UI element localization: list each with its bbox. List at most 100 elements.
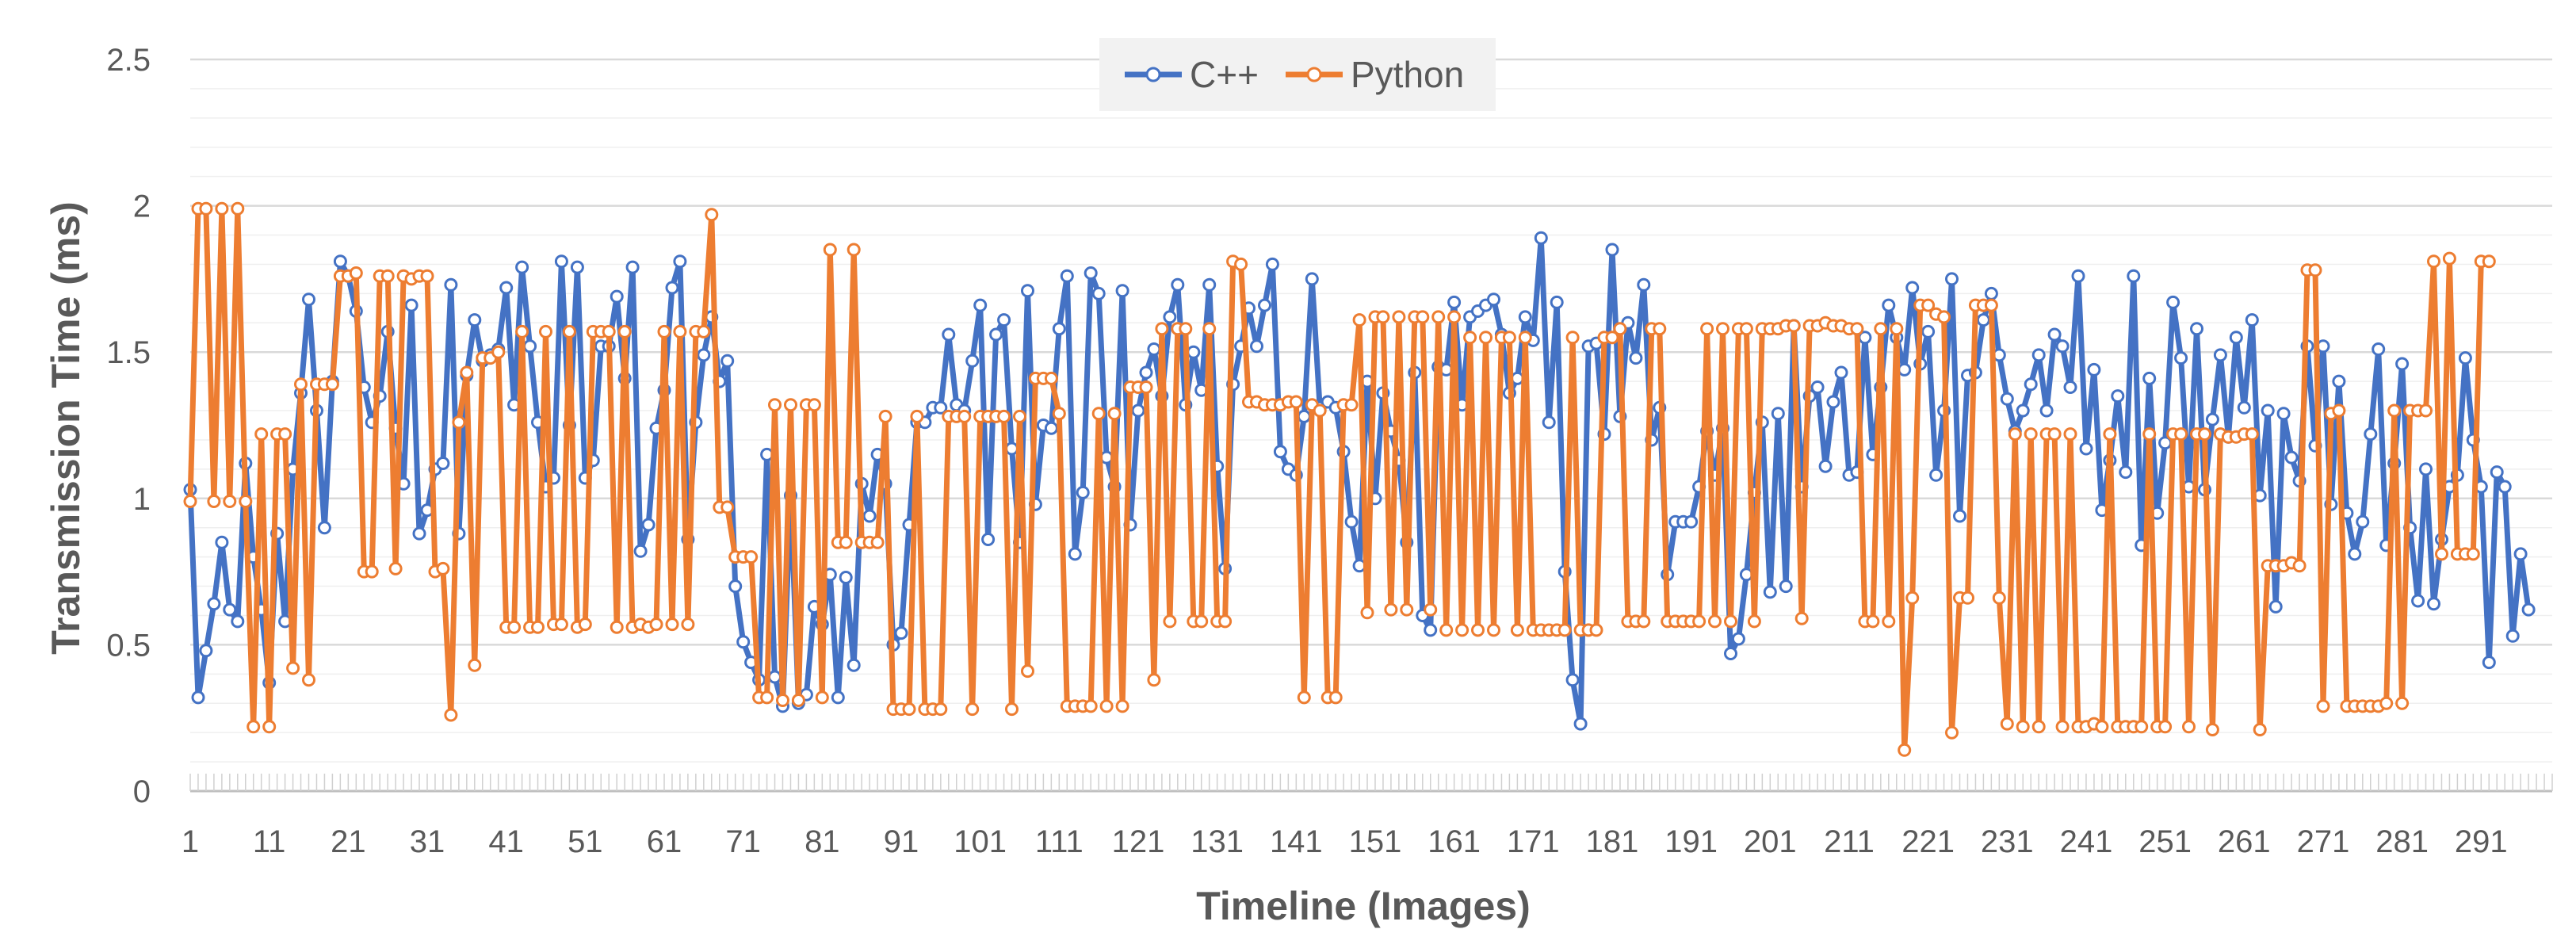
data-point <box>910 409 924 423</box>
data-point <box>1384 602 1398 617</box>
data-point <box>665 281 679 295</box>
data-point <box>934 702 948 717</box>
data-point <box>2166 295 2180 309</box>
data-point <box>894 626 908 640</box>
data-point <box>1771 407 1785 421</box>
x-tick-label: 131 <box>1191 824 1244 859</box>
data-point <box>2174 427 2188 442</box>
data-point <box>1171 277 1185 292</box>
data-point <box>578 617 592 632</box>
data-point <box>1692 614 1707 629</box>
data-point <box>2268 599 2283 614</box>
data-point <box>1131 403 1145 418</box>
data-point <box>2505 629 2520 643</box>
data-point <box>2008 427 2022 442</box>
data-point <box>1424 623 1438 637</box>
data-point <box>2103 427 2117 442</box>
data-point <box>2205 723 2219 736</box>
data-point <box>207 597 221 611</box>
data-point <box>412 526 426 541</box>
data-point <box>1431 310 1446 324</box>
data-point <box>2521 602 2536 617</box>
data-point <box>1099 699 1114 713</box>
data-point <box>1139 380 1153 394</box>
data-point <box>1747 614 1761 629</box>
data-point <box>2205 412 2219 426</box>
data-point <box>515 324 529 338</box>
data-point <box>2024 377 2038 392</box>
data-point <box>1250 339 1263 354</box>
data-point <box>199 201 213 216</box>
data-point <box>2016 720 2030 734</box>
data-point <box>2513 547 2528 561</box>
data-point <box>317 521 331 535</box>
x-tick-label: 281 <box>2375 824 2429 859</box>
legend-item: Python <box>1286 54 1464 95</box>
x-tick-label: 231 <box>1981 824 2034 859</box>
data-point <box>262 720 277 734</box>
x-tick-label: 181 <box>1586 824 1639 859</box>
data-point <box>2395 357 2410 371</box>
data-point <box>1139 365 1153 380</box>
data-point <box>1147 673 1161 687</box>
data-point <box>1107 407 1122 421</box>
data-point <box>1834 365 1848 380</box>
data-point <box>744 550 759 564</box>
data-point <box>847 243 861 257</box>
data-point <box>2158 720 2173 734</box>
data-point <box>302 673 315 687</box>
data-point <box>673 324 687 338</box>
data-point <box>1187 345 1201 359</box>
data-point <box>2348 547 2362 561</box>
data-point <box>1787 319 1801 333</box>
data-point <box>617 324 632 338</box>
data-point <box>1455 623 1470 637</box>
data-point <box>1653 322 1667 336</box>
data-point <box>1447 295 1462 309</box>
data-point <box>823 243 837 257</box>
data-point <box>247 720 261 734</box>
data-point <box>973 298 988 312</box>
x-tick-label: 261 <box>2218 824 2271 859</box>
x-tick-label: 61 <box>647 824 682 859</box>
data-point <box>768 670 782 684</box>
data-point <box>633 544 648 558</box>
data-point <box>1534 231 1548 245</box>
data-point <box>862 509 877 523</box>
data-point <box>2387 403 2402 418</box>
data-point <box>223 602 237 617</box>
data-point <box>1202 277 1217 292</box>
data-point <box>1984 298 1998 312</box>
data-point <box>1076 485 1090 499</box>
data-point <box>1550 295 1564 309</box>
data-point <box>1953 509 1966 523</box>
data-point <box>2253 723 2267 736</box>
data-point <box>2332 374 2346 388</box>
data-point <box>1084 266 1098 280</box>
data-point <box>2198 427 2211 442</box>
data-point <box>2364 427 2378 442</box>
data-point <box>215 535 229 549</box>
x-tick-label: 141 <box>1270 824 1323 859</box>
data-point <box>760 690 774 705</box>
data-point <box>1400 602 1414 617</box>
data-point <box>720 500 735 514</box>
data-point <box>1739 322 1753 336</box>
data-point <box>499 281 514 295</box>
data-point <box>2135 720 2149 734</box>
data-point <box>554 617 568 632</box>
data-point <box>1439 623 1454 637</box>
x-tick-label: 221 <box>1901 824 1955 859</box>
data-point <box>2127 269 2141 283</box>
data-point <box>199 644 213 658</box>
data-point <box>2411 594 2425 608</box>
axes: 00.511.522.51 11 21 31 41 51 61 71 81 91 101 111 121… <box>106 43 2553 859</box>
data-point <box>254 427 269 442</box>
x-tick-label: 91 <box>884 824 919 859</box>
data-point <box>2316 699 2330 713</box>
series-line <box>187 205 2492 753</box>
data-point <box>1565 331 1580 345</box>
data-point <box>1866 614 1880 629</box>
data-point <box>831 690 845 705</box>
data-point <box>1763 585 1777 599</box>
